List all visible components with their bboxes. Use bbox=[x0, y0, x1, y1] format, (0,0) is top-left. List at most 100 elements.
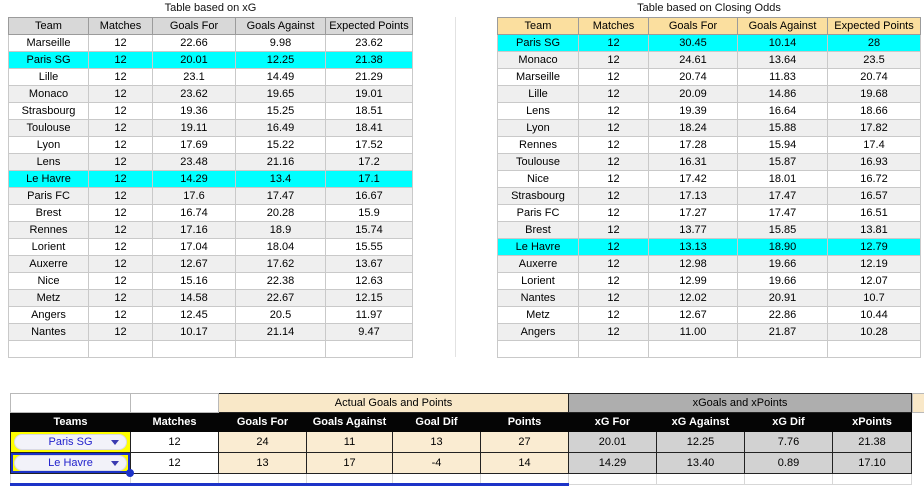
value-cell: 12 bbox=[578, 170, 649, 188]
column-header: Matches bbox=[578, 17, 649, 35]
value-cell: 21.87 bbox=[737, 323, 828, 341]
value-cell: 17.82 bbox=[827, 119, 921, 137]
value-cell: 12.45 bbox=[152, 306, 236, 324]
value-cell: 12 bbox=[578, 187, 649, 205]
value-cell: 12 bbox=[88, 187, 153, 205]
table-row: Strasbourg 12 17.13 17.47 16.57 bbox=[497, 187, 921, 205]
value-cell: 16.57 bbox=[827, 187, 921, 205]
value-cell: 15.87 bbox=[737, 153, 828, 171]
value-cell: 12 bbox=[88, 34, 153, 52]
table-row: Auxerre 12 12.98 19.66 12.19 bbox=[497, 255, 921, 273]
team-dropdown-cell[interactable]: Paris SG bbox=[10, 431, 131, 453]
team-cell: Toulouse bbox=[8, 119, 89, 137]
value-cell: 11.00 bbox=[648, 323, 738, 341]
value-cell: 10.7 bbox=[827, 289, 921, 307]
table-row: Metz 12 12.67 22.86 10.44 bbox=[497, 306, 921, 324]
matches-cell: 12 bbox=[130, 452, 219, 474]
value-cell: 13.77 bbox=[648, 221, 738, 239]
empty-cell bbox=[88, 340, 153, 358]
value-cell: 12 bbox=[88, 238, 153, 256]
xg-value-cell: 17.10 bbox=[832, 452, 912, 474]
team-cell: Angers bbox=[8, 306, 89, 324]
value-cell: 16.93 bbox=[827, 153, 921, 171]
team-cell: Lens bbox=[8, 153, 89, 171]
value-cell: 17.69 bbox=[152, 136, 236, 154]
value-cell: 20.74 bbox=[648, 68, 738, 86]
value-cell: 17.16 bbox=[152, 221, 236, 239]
value-cell: 12 bbox=[88, 170, 153, 188]
value-cell: 12 bbox=[578, 221, 649, 239]
table-row: Nantes 12 12.02 20.91 10.7 bbox=[497, 289, 921, 307]
value-cell: 15.16 bbox=[152, 272, 236, 290]
table-row: Rennes 12 17.28 15.94 17.4 bbox=[497, 136, 921, 154]
value-cell: 30.45 bbox=[648, 34, 738, 52]
closing-odds-table-section: Table based on Closing Odds Team Matches G… bbox=[497, 0, 921, 358]
table-row: Paris SG 12 20.01 12.25 21.38 bbox=[8, 51, 413, 69]
team-dropdown[interactable]: Le Havre bbox=[14, 455, 127, 471]
table-row: Nice 12 17.42 18.01 16.72 bbox=[497, 170, 921, 188]
value-cell: 21.14 bbox=[235, 323, 326, 341]
column-header: Matches bbox=[88, 17, 153, 35]
chevron-down-icon[interactable] bbox=[111, 440, 119, 445]
value-cell: 18.51 bbox=[325, 102, 413, 120]
actual-value-cell: 13 bbox=[218, 452, 307, 474]
actual-goals-group-header: Actual Goals and Points bbox=[218, 393, 569, 413]
value-cell: 15.94 bbox=[737, 136, 828, 154]
value-cell: 17.13 bbox=[648, 187, 738, 205]
gap-gridline bbox=[455, 17, 456, 357]
value-cell: 12 bbox=[578, 68, 649, 86]
column-header: Goals For bbox=[218, 412, 307, 432]
team-dropdown[interactable]: Paris SG bbox=[14, 434, 127, 450]
value-cell: 20.5 bbox=[235, 306, 326, 324]
header-row: Team Matches Goals For Goals Against Expecte… bbox=[8, 17, 413, 35]
value-cell: 12 bbox=[578, 119, 649, 137]
empty-cell bbox=[8, 340, 89, 358]
value-cell: 17.04 bbox=[152, 238, 236, 256]
value-cell: 17.42 bbox=[648, 170, 738, 188]
thick-blue-border-cell bbox=[130, 473, 219, 486]
value-cell: 17.27 bbox=[648, 204, 738, 222]
team-cell: Lille bbox=[8, 68, 89, 86]
table-row: Toulouse 12 19.11 16.49 18.41 bbox=[8, 119, 413, 137]
value-cell: 23.5 bbox=[827, 51, 921, 69]
value-cell: 17.2 bbox=[325, 153, 413, 171]
value-cell: 12.25 bbox=[235, 51, 326, 69]
xgoals-group-header: xGoals and xPoints bbox=[568, 393, 912, 413]
selection-handle[interactable] bbox=[126, 469, 134, 477]
table-row: Marseille 12 22.66 9.98 23.62 bbox=[8, 34, 413, 52]
table-row: Lorient 12 12.99 19.66 12.07 bbox=[497, 272, 921, 290]
empty-row bbox=[497, 340, 921, 358]
value-cell: 16.67 bbox=[325, 187, 413, 205]
table-row: Le Havre 12 13 17 -4 14 14.29 13.40 0.89 17.10 bbox=[10, 452, 912, 477]
cutoff-band-cell bbox=[912, 393, 924, 413]
value-cell: 12 bbox=[578, 238, 649, 256]
value-cell: 21.29 bbox=[325, 68, 413, 86]
team-cell: Auxerre bbox=[497, 255, 579, 273]
team-cell: Paris FC bbox=[497, 204, 579, 222]
value-cell: 21.16 bbox=[235, 153, 326, 171]
value-cell: 19.01 bbox=[325, 85, 413, 103]
table-row: Le Havre 12 13.13 18.90 12.79 bbox=[497, 238, 921, 256]
value-cell: 13.67 bbox=[325, 255, 413, 273]
value-cell: 15.25 bbox=[235, 102, 326, 120]
column-header: Team bbox=[497, 17, 579, 35]
table-row: Brest 12 16.74 20.28 15.9 bbox=[8, 204, 413, 222]
value-cell: 15.9 bbox=[325, 204, 413, 222]
value-cell: 12.19 bbox=[827, 255, 921, 273]
value-cell: 12 bbox=[578, 289, 649, 307]
team-cell: Nice bbox=[8, 272, 89, 290]
column-header: Expected Points bbox=[827, 17, 921, 35]
blank-cell bbox=[10, 393, 131, 413]
chevron-down-icon[interactable] bbox=[111, 461, 119, 466]
table-row: Auxerre 12 12.67 17.62 13.67 bbox=[8, 255, 413, 273]
team-cell: Rennes bbox=[8, 221, 89, 239]
value-cell: 17.28 bbox=[648, 136, 738, 154]
table-row: Lille 12 20.09 14.86 19.68 bbox=[497, 85, 921, 103]
value-cell: 17.47 bbox=[235, 187, 326, 205]
team-dropdown-cell[interactable]: Le Havre bbox=[10, 452, 134, 477]
team-cell: Metz bbox=[8, 289, 89, 307]
empty-cell bbox=[235, 340, 326, 358]
value-cell: 12 bbox=[578, 255, 649, 273]
table-row: Lyon 12 17.69 15.22 17.52 bbox=[8, 136, 413, 154]
